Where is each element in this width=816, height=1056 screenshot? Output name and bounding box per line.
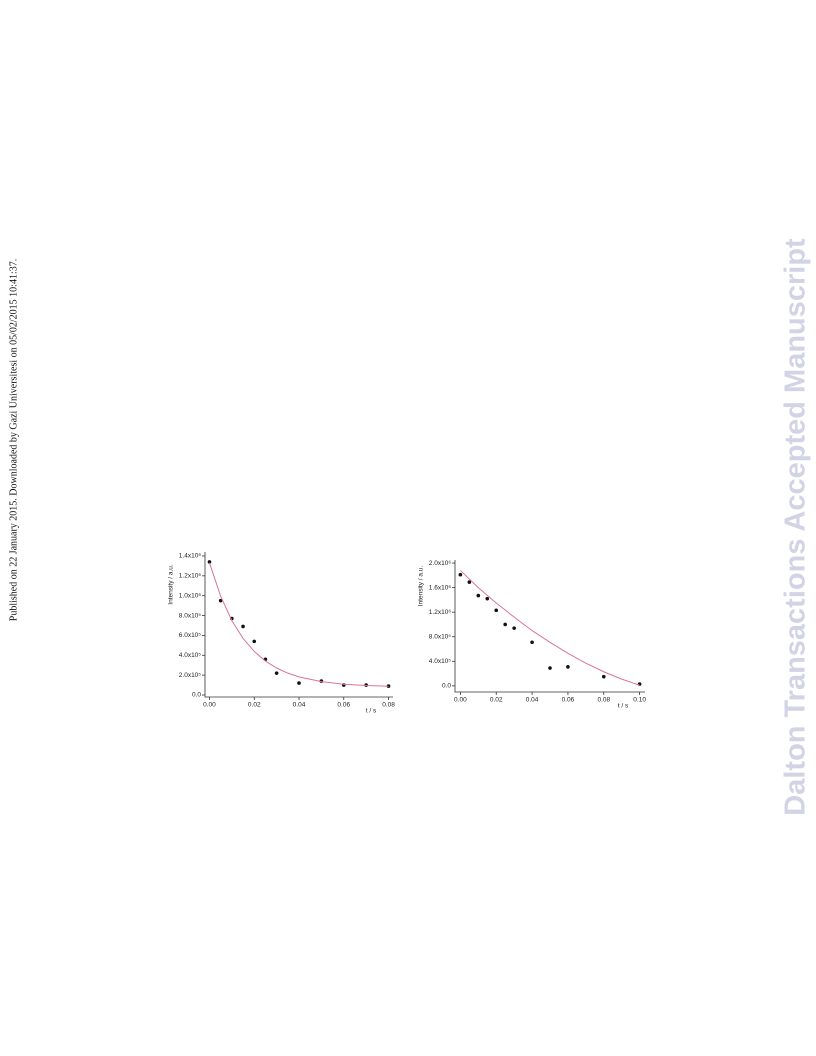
x-tick-label: 0.04 [526,697,539,704]
y-tick-label: 8.0x10⁵ [429,633,452,640]
fit-line [209,562,389,687]
data-point [297,681,301,685]
data-point [503,622,507,627]
y-tick-label: 1.4x10⁶ [179,553,202,560]
data-point [252,639,257,644]
x-tick-label: 0.04 [293,702,306,709]
y-tick-label: 1.2x10⁶ [429,609,452,616]
data-point [274,671,279,675]
x-tick-label: 0.00 [454,697,467,704]
data-point [241,624,245,629]
x-tick-label: 0.08 [382,702,395,709]
y-axis-label: Intensity / a.u. [418,566,425,607]
y-tick-label: 6.0x10⁵ [179,632,202,639]
x-tick-label: 0.02 [490,697,503,704]
x-tick-label: 0.02 [248,702,261,709]
x-tick-label: 0.10 [633,697,646,704]
data-point [512,626,516,630]
x-tick-label: 0.08 [597,697,610,704]
data-point [566,665,570,669]
y-tick-label: 2.0x10⁶ [429,560,452,567]
data-point [485,596,490,601]
data-point [494,608,499,613]
axes [454,560,645,693]
x-axis-label: t / s [618,703,629,710]
y-tick-label: 2.0x10⁵ [179,672,202,679]
x-tick-label: 0.00 [203,702,216,709]
watermark: Dalton Transactions Accepted Manuscript [780,238,812,816]
x-axis-label: t / s [366,708,377,715]
y-tick-label: 0.0 [442,683,451,690]
y-tick-label: 4.0x10⁵ [429,658,452,665]
y-tick-label: 1.0x10⁶ [179,592,202,599]
x-tick-label: 0.06 [562,697,575,704]
data-point [467,580,472,584]
y-tick-label: 0.0 [192,692,201,699]
x-tick-label: 0.06 [337,702,350,709]
data-point [476,593,481,598]
side-note: Published on 22 January 2015. Downloaded… [8,259,19,621]
data-point [548,666,552,670]
data-point [458,572,463,577]
y-tick-label: 8.0x10⁵ [179,612,202,619]
y-tick-label: 1.2x10⁶ [179,573,202,580]
fit-line [460,570,640,686]
data-point [601,674,606,679]
y-tick-label: 4.0x10⁵ [179,652,202,659]
y-tick-label: 1.6x10⁶ [429,584,452,591]
axes [204,552,393,698]
data-point [207,560,212,564]
data-point [530,640,534,645]
y-axis-label: Intensity / a.u. [168,564,175,605]
data-point [218,598,223,603]
